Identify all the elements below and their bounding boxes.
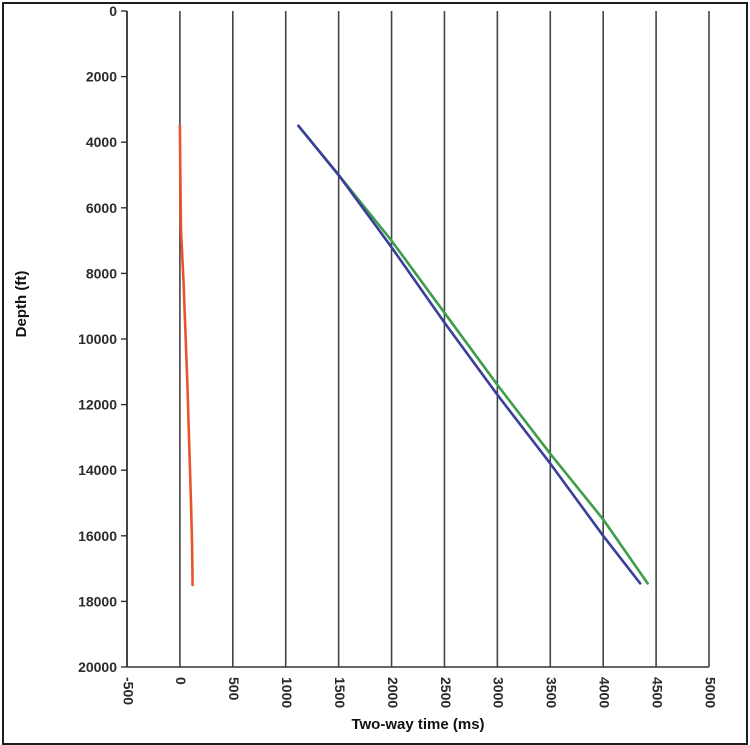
label-layer: 0200040006000800010000120001400016000180… (78, 4, 718, 708)
series-line-0 (178, 124, 194, 587)
series-line-2 (297, 124, 642, 585)
x-tick-label-11: 5000 (702, 677, 718, 708)
x-tick-label-5: 2000 (385, 677, 401, 708)
x-tick-label-3: 1000 (279, 677, 295, 708)
y-tick-label-6: 12000 (78, 397, 117, 413)
y-tick-label-0: 0 (109, 4, 117, 19)
x-tick-label-2: 500 (226, 677, 242, 701)
y-tick-label-8: 16000 (78, 528, 117, 544)
y-tick-label-3: 6000 (86, 200, 117, 216)
y-tick-label-10: 20000 (78, 659, 117, 675)
x-tick-label-8: 3500 (544, 677, 560, 708)
series-layer (178, 124, 649, 587)
x-tick-label-7: 3000 (491, 677, 507, 708)
axis-layer (121, 10, 709, 668)
x-tick-label-1: 0 (173, 677, 189, 685)
grid-layer (126, 11, 710, 667)
y-tick-label-4: 8000 (86, 265, 117, 281)
x-tick-label-9: 4000 (596, 677, 612, 708)
y-tick-label-2: 4000 (86, 134, 117, 150)
y-axis-title: Depth (ft) (13, 271, 30, 338)
y-tick-label-7: 14000 (78, 462, 117, 478)
depth-time-chart: 0200040006000800010000120001400016000180… (13, 4, 718, 733)
series-line-1 (297, 124, 649, 585)
y-tick-label-1: 2000 (86, 69, 117, 85)
x-tick-label-0: -500 (120, 677, 136, 705)
y-tick-label-5: 10000 (78, 331, 117, 347)
y-tick-label-9: 18000 (78, 593, 117, 609)
x-axis-title: Two-way time (ms) (351, 716, 484, 733)
x-tick-label-10: 4500 (649, 677, 665, 708)
x-tick-label-4: 1500 (332, 677, 348, 708)
x-tick-label-6: 2500 (438, 677, 454, 708)
